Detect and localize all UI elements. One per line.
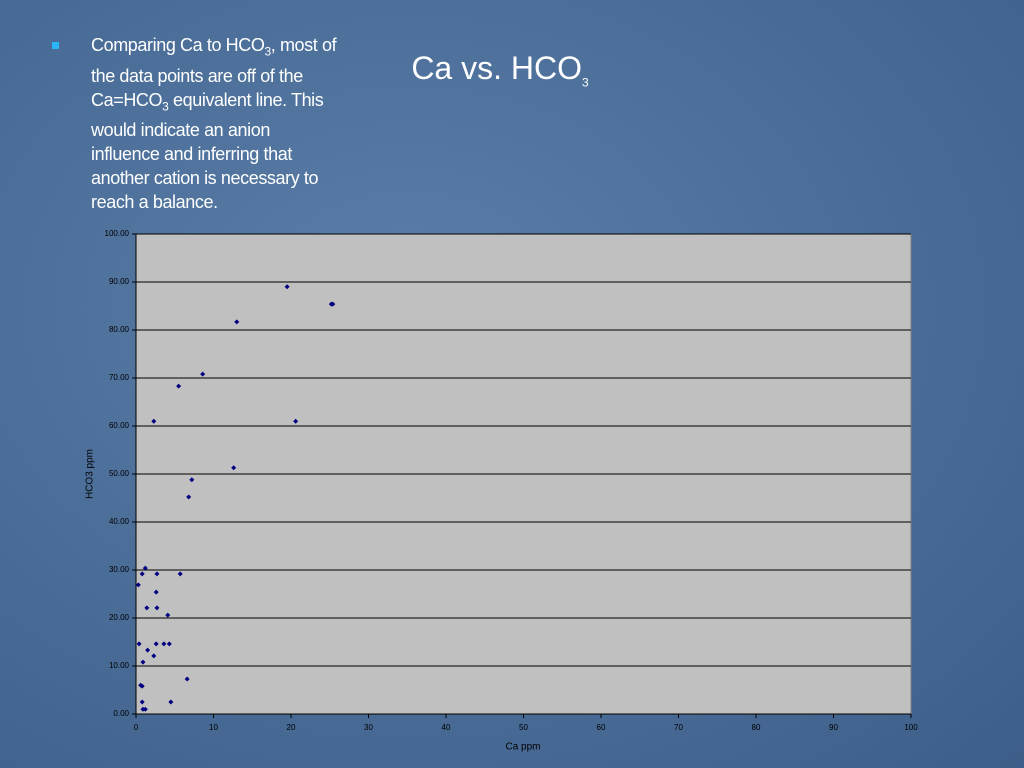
point — [200, 371, 206, 377]
y-tick-label: 60.00 — [109, 421, 130, 430]
point — [176, 383, 182, 389]
bullet-text: Comparing Ca to HCO3, most of the data p… — [91, 33, 341, 214]
bullet-marker — [52, 42, 59, 49]
text: equivalent line. This would indicate an … — [91, 89, 324, 213]
point — [166, 641, 172, 647]
y-tick-label: 100.00 — [105, 229, 130, 238]
point — [153, 641, 159, 647]
point — [189, 477, 195, 483]
point — [142, 565, 148, 571]
x-axis-label: Ca ppm — [505, 742, 540, 753]
y-tick-label: 30.00 — [109, 565, 130, 574]
x-tick-label: 60 — [597, 723, 606, 732]
point — [151, 418, 157, 424]
point — [135, 582, 141, 588]
x-tick-label: 0 — [134, 723, 139, 732]
point — [154, 605, 160, 611]
point — [184, 676, 190, 682]
point — [165, 612, 171, 618]
x-tick-label: 40 — [442, 723, 451, 732]
y-tick-label: 90.00 — [109, 277, 130, 286]
subscript: 3 — [162, 99, 169, 114]
point — [139, 571, 145, 577]
point — [136, 641, 142, 647]
subscript: 3 — [582, 75, 589, 90]
point — [177, 571, 183, 577]
x-tick-label: 100 — [904, 723, 918, 732]
text: Comparing Ca to HCO — [91, 35, 265, 55]
x-tick-label: 20 — [287, 723, 296, 732]
point — [293, 418, 299, 424]
point — [139, 699, 145, 705]
point — [153, 589, 159, 595]
y-tick-label: 10.00 — [109, 661, 130, 670]
y-tick-label: 70.00 — [109, 373, 130, 382]
point — [284, 284, 290, 290]
point — [151, 653, 157, 659]
point — [161, 641, 167, 647]
x-tick-label: 30 — [364, 723, 373, 732]
point — [330, 301, 336, 307]
x-tick-label: 80 — [752, 723, 761, 732]
point — [231, 465, 237, 471]
y-tick-label: 20.00 — [109, 613, 130, 622]
point — [186, 494, 192, 500]
text: , most of the data points are off of the… — [91, 35, 337, 110]
point — [144, 605, 150, 611]
point — [140, 659, 146, 665]
x-tick-label: 50 — [519, 723, 528, 732]
point — [168, 699, 174, 705]
x-tick-label: 70 — [674, 723, 683, 732]
y-axis-label: HCO3 ppm — [85, 449, 96, 499]
text: Ca vs. HCO — [411, 50, 582, 86]
x-tick-label: 10 — [209, 723, 218, 732]
point — [139, 683, 145, 689]
y-tick-label: 50.00 — [109, 469, 130, 478]
point — [142, 706, 148, 712]
x-tick-label: 90 — [829, 723, 838, 732]
subscript: 3 — [264, 44, 271, 59]
point — [145, 647, 151, 653]
point — [234, 319, 240, 325]
point — [154, 571, 160, 577]
y-tick-label: 40.00 — [109, 517, 130, 526]
y-tick-label: 80.00 — [109, 325, 130, 334]
y-tick-label: 0.00 — [113, 709, 129, 718]
slide-title: Ca vs. HCO3 — [340, 50, 660, 89]
